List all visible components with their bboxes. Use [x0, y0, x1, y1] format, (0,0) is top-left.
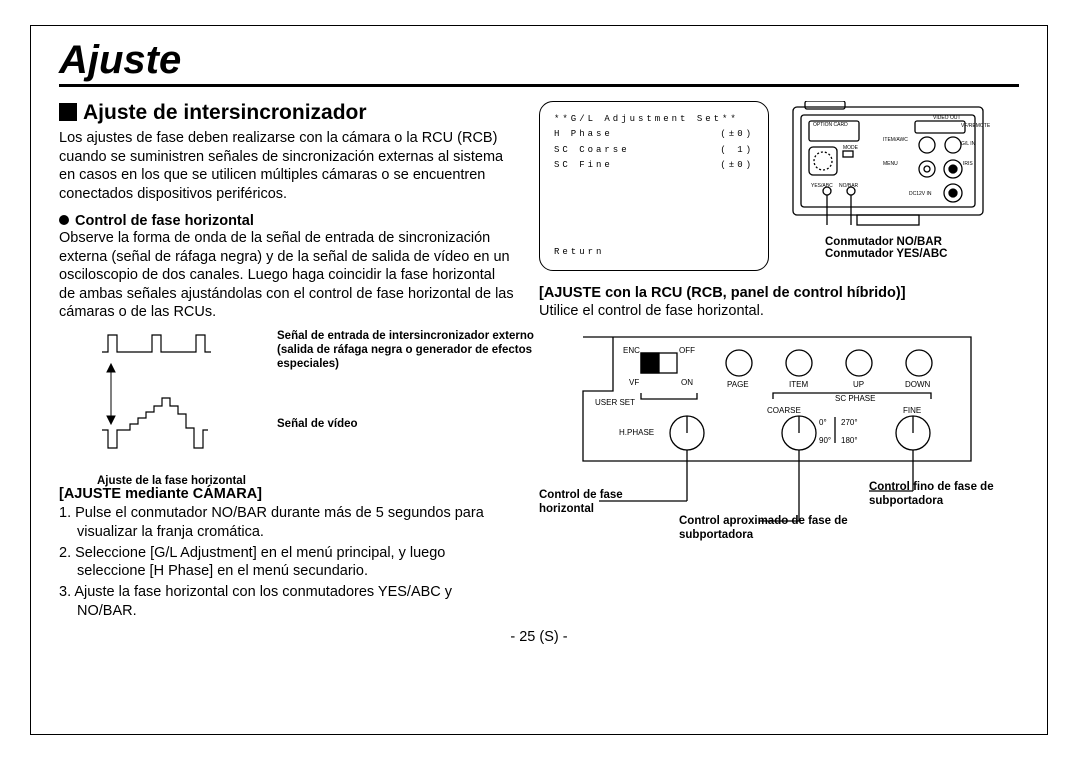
page-title: Ajuste — [59, 36, 1019, 84]
section-heading-text: Ajuste de intersincronizador — [83, 101, 367, 124]
bullet-icon — [59, 215, 69, 225]
lcd-row-2: SC Coarse ( 1) — [554, 143, 754, 158]
adjust-steps: 1. Pulse el conmutador NO/BAR durante má… — [59, 504, 515, 621]
svg-text:COARSE: COARSE — [767, 406, 801, 415]
camera-rear-figure: OPTION CARD MODE YES/ABC NO/BAR VIDEO O — [783, 101, 1019, 271]
page-number: - 25 (S) - — [59, 629, 1019, 645]
svg-text:90°: 90° — [819, 436, 831, 445]
svg-text:PAGE: PAGE — [727, 380, 749, 389]
lcd-row-1-r: (±0) — [720, 127, 754, 142]
svg-text:VIDEO OUT: VIDEO OUT — [933, 115, 961, 121]
svg-text:DOWN: DOWN — [905, 380, 931, 389]
lcd-row-3-r: (±0) — [720, 158, 754, 173]
svg-text:270°: 270° — [841, 418, 858, 427]
lcd-row-2-r: ( 1) — [720, 143, 754, 158]
waveform-svg — [97, 330, 277, 480]
fig1-label-adjust: Ajuste de la fase horizontal — [97, 475, 515, 489]
svg-text:H.PHASE: H.PHASE — [619, 428, 654, 437]
svg-text:UP: UP — [853, 380, 864, 389]
svg-text:VF/REMOTE: VF/REMOTE — [961, 123, 991, 129]
left-column: Ajuste de intersincronizador Los ajustes… — [59, 101, 515, 623]
step-2: 2. Seleccione [G/L Adjustment] en el men… — [59, 544, 515, 582]
step-3: 3. Ajuste la fase horizontal con los con… — [59, 583, 515, 621]
right-top-row: **G/L Adjustment Set** H Phase (±0) SC Co… — [539, 101, 1019, 271]
rcu-label-hphase: Control de fase horizontal — [539, 489, 649, 517]
page-frame: Ajuste Ajuste de intersincronizador Los … — [30, 25, 1048, 735]
svg-text:SC PHASE: SC PHASE — [835, 394, 875, 403]
svg-text:IRIS: IRIS — [963, 161, 973, 167]
lcd-row-3: SC Fine (±0) — [554, 158, 754, 173]
svg-text:ITEM: ITEM — [789, 380, 808, 389]
lcd-title: **G/L Adjustment Set** — [554, 112, 754, 127]
svg-text:MENU: MENU — [883, 161, 898, 167]
fig1-label-ext: Señal de entrada de intersincronizador e… — [277, 330, 537, 371]
rcu-label-fine: Control fino de fase de subportadora — [869, 481, 1019, 509]
section-heading: Ajuste de intersincronizador — [59, 101, 515, 125]
intro-paragraph: Los ajustes de fase deben realizarse con… — [59, 129, 515, 203]
svg-text:USER SET: USER SET — [595, 398, 635, 407]
svg-text:ON: ON — [681, 378, 693, 387]
fig1-label-video: Señal de vídeo — [277, 418, 358, 432]
svg-text:YES/ABC: YES/ABC — [811, 183, 833, 189]
svg-text:ENC: ENC — [623, 346, 640, 355]
svg-text:0°: 0° — [819, 418, 827, 427]
svg-text:ITEM/AWC: ITEM/AWC — [883, 137, 908, 143]
camera-label-nobar: Conmutador NO/BAR — [825, 236, 1019, 248]
svg-text:OPTION CARD: OPTION CARD — [813, 122, 848, 128]
svg-text:DC12V IN: DC12V IN — [909, 191, 932, 197]
rcu-body: Utilice el control de fase horizontal. — [539, 303, 1019, 319]
svg-text:180°: 180° — [841, 436, 858, 445]
svg-text:OFF: OFF — [679, 346, 695, 355]
sub1-heading: Control de fase horizontal — [59, 213, 515, 229]
sub1-heading-text: Control de fase horizontal — [75, 213, 254, 229]
svg-text:VF: VF — [629, 378, 639, 387]
sub1-body: Observe la forma de onda de la señal de … — [59, 229, 515, 322]
title-rule: Ajuste — [59, 36, 1019, 87]
lcd-row-1-l: H Phase — [554, 127, 613, 142]
right-column: **G/L Adjustment Set** H Phase (±0) SC Co… — [539, 101, 1019, 623]
lcd-row-3-l: SC Fine — [554, 158, 613, 173]
two-column-layout: Ajuste de intersincronizador Los ajustes… — [59, 101, 1019, 623]
lcd-menu-box: **G/L Adjustment Set** H Phase (±0) SC Co… — [539, 101, 769, 271]
svg-text:NO/BAR: NO/BAR — [839, 183, 859, 189]
rcu-heading: [AJUSTE con la RCU (RCB, panel de contro… — [539, 285, 1019, 301]
waveform-figure: Señal de entrada de intersincronizador e… — [97, 330, 515, 480]
lcd-row-2-l: SC Coarse — [554, 143, 630, 158]
square-bullet-icon — [59, 103, 77, 121]
svg-text:G/L IN: G/L IN — [961, 141, 976, 147]
step-1: 1. Pulse el conmutador NO/BAR durante má… — [59, 504, 515, 542]
rcu-label-coarse: Control aproximado de fase de subportado… — [679, 515, 849, 543]
lcd-row-1: H Phase (±0) — [554, 127, 754, 142]
svg-text:MODE: MODE — [843, 145, 859, 151]
camera-label-yesabc: Conmutador YES/ABC — [825, 248, 1019, 260]
camera-svg: OPTION CARD MODE YES/ABC NO/BAR VIDEO O — [783, 101, 1003, 231]
svg-text:FINE: FINE — [903, 406, 921, 415]
rcu-panel-figure: ENC OFF VF ON PAGE ITEM UP DOWN — [539, 331, 1019, 536]
lcd-return: Return — [554, 245, 604, 260]
